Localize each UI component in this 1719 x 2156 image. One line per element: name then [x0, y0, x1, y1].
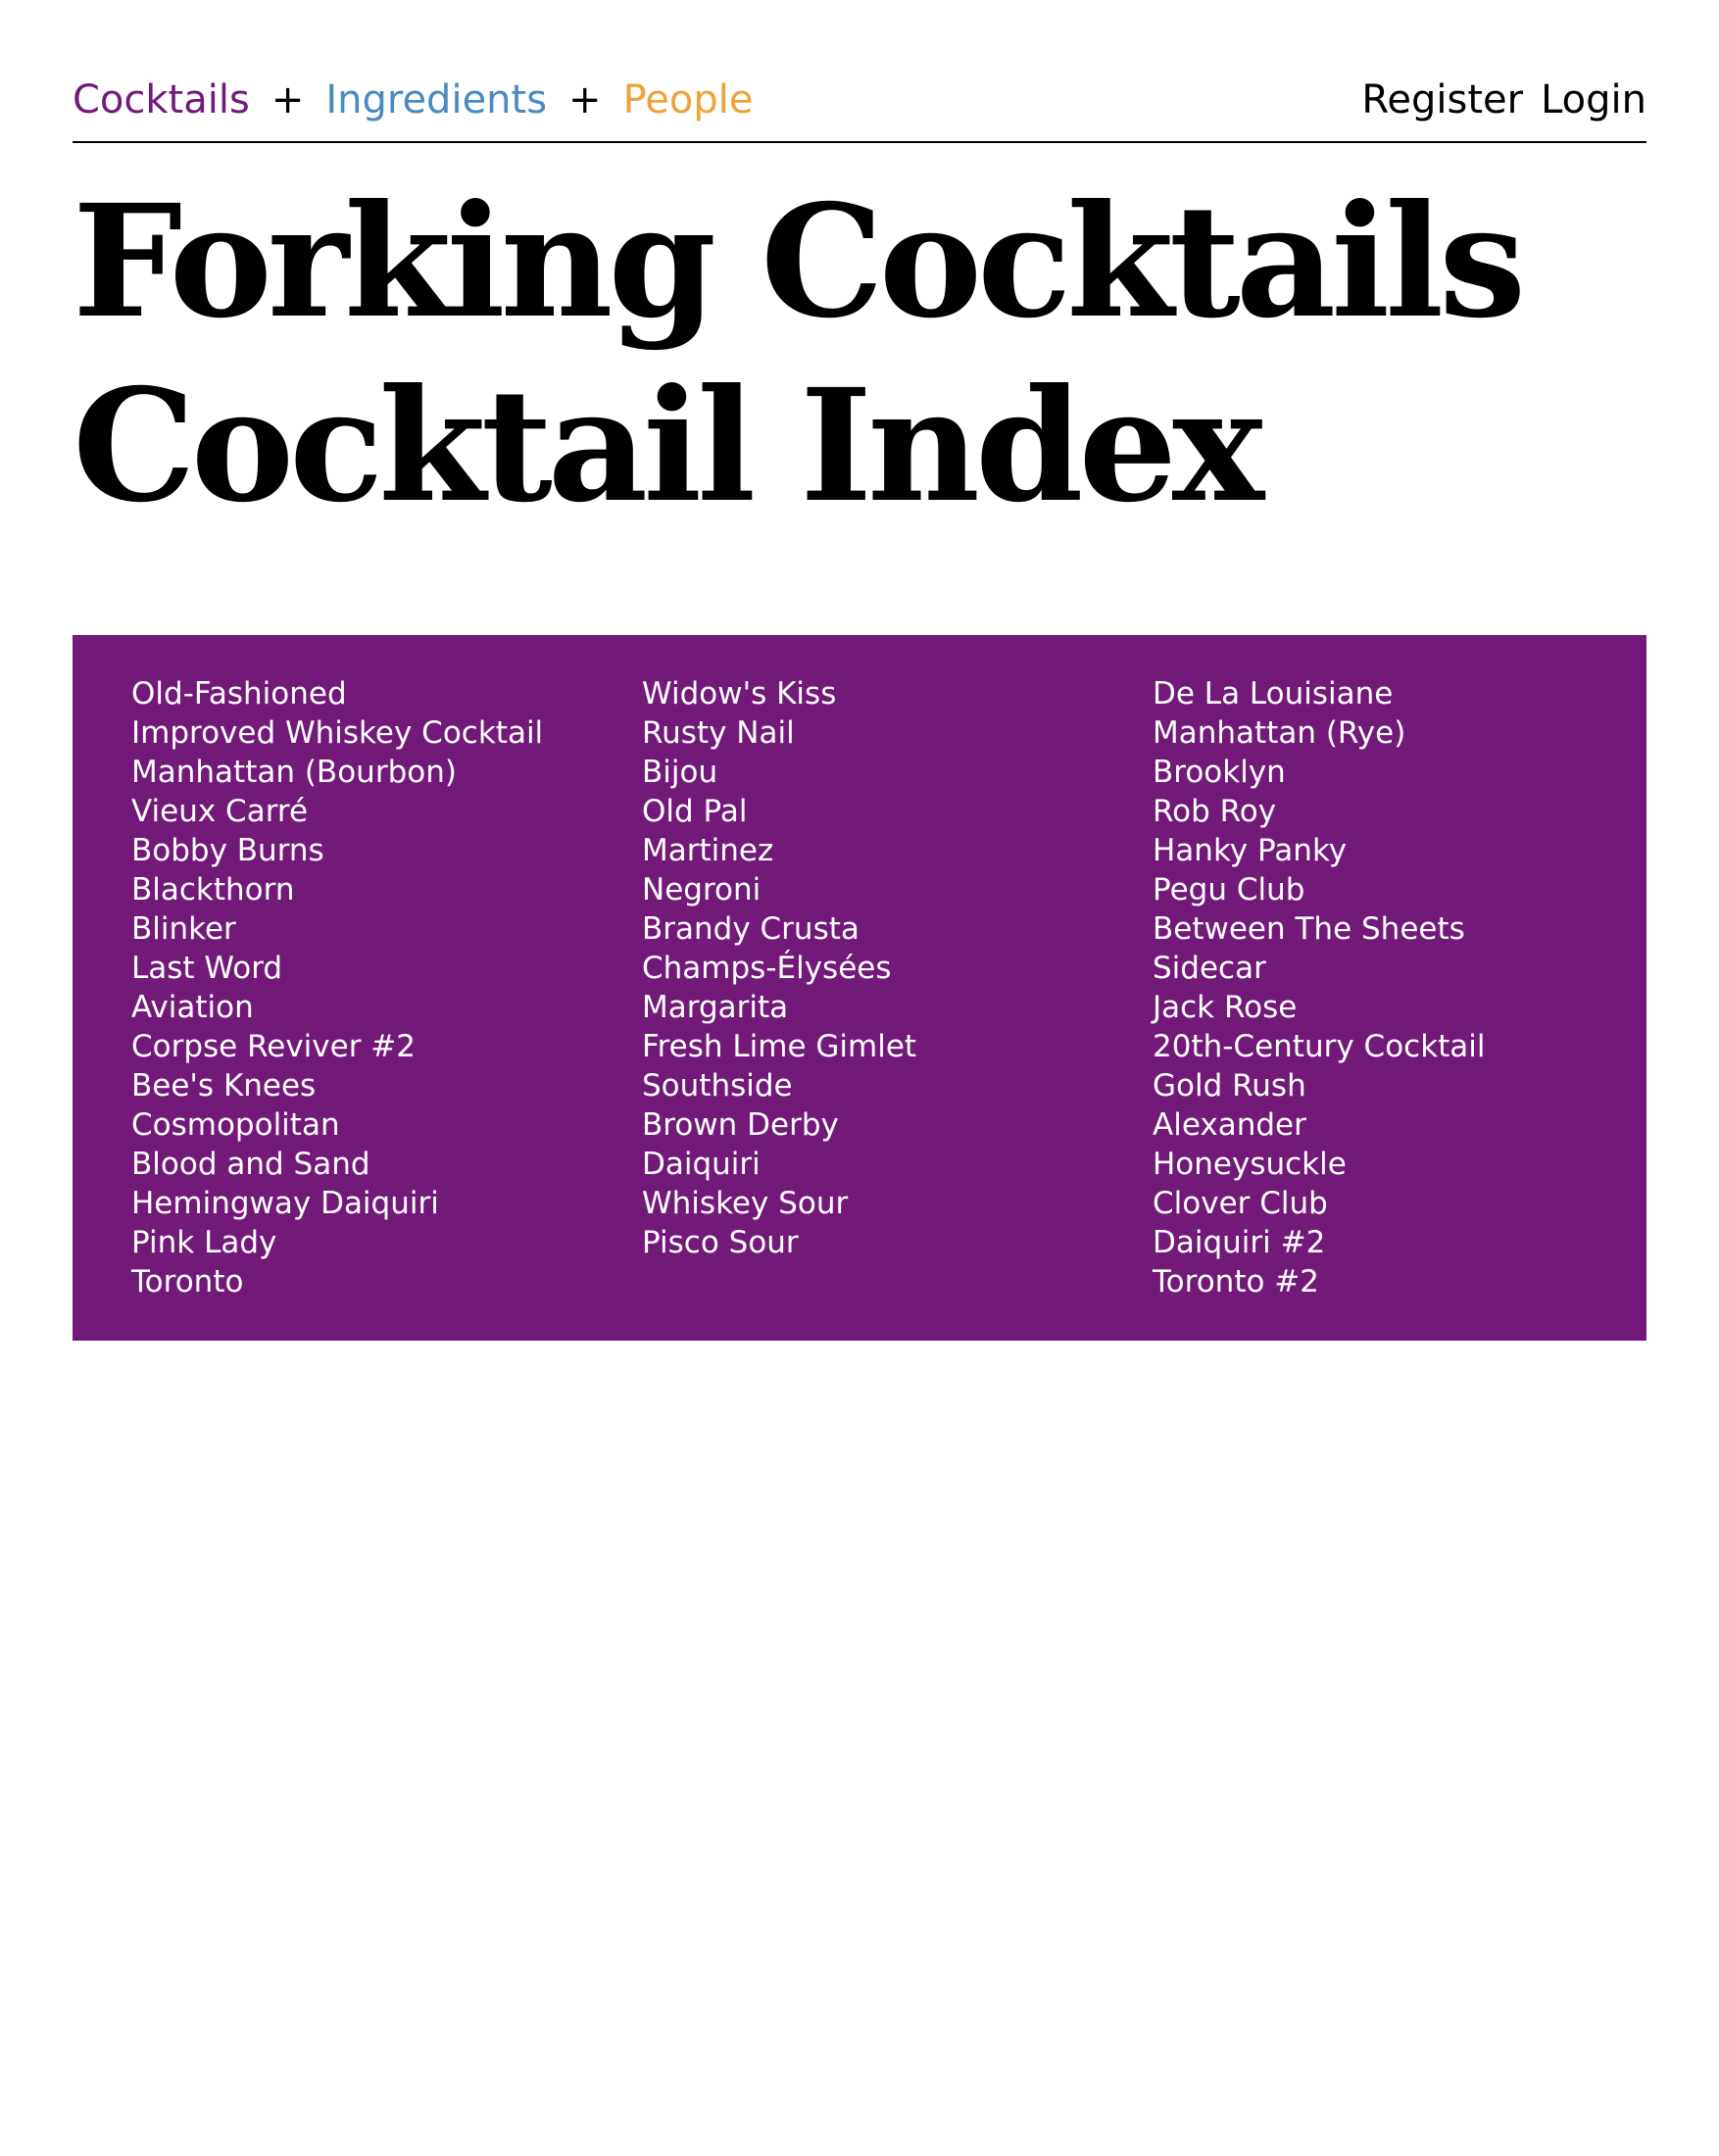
cocktail-link[interactable]: Corpse Reviver #2 — [131, 1029, 417, 1064]
cocktail-link[interactable]: Toronto #2 — [1153, 1264, 1319, 1299]
index-column-3: De La Louisiane Manhattan (Rye) Brooklyn Ro… — [1153, 674, 1663, 1341]
cocktail-link[interactable]: Fresh Lime Gimlet — [642, 1029, 917, 1064]
cocktail-link[interactable]: Brandy Crusta — [642, 911, 860, 947]
cocktail-link[interactable]: Between The Sheets — [1153, 911, 1465, 947]
cocktail-link[interactable]: Brown Derby — [642, 1107, 839, 1143]
nav-ingredients-link[interactable]: Ingredients — [325, 77, 548, 122]
page-container: Cocktails + Ingredients + People Register Log… — [73, 0, 1646, 1341]
cocktail-link[interactable]: Jack Rose — [1153, 990, 1298, 1025]
page-title: Forking Cocktails Cocktail Index — [73, 143, 1646, 539]
cocktail-link[interactable]: Widow's Kiss — [642, 676, 837, 711]
cocktail-link[interactable]: Blinker — [131, 911, 236, 947]
cocktail-link[interactable]: Manhattan (Rye) — [1153, 715, 1406, 751]
cocktail-link[interactable]: Bee's Knees — [131, 1068, 317, 1103]
cocktail-link[interactable]: Margarita — [642, 990, 789, 1025]
nav-people-link[interactable]: People — [622, 77, 754, 122]
section-nav: Cocktails + Ingredients + People — [73, 74, 753, 125]
cocktail-link[interactable]: Rusty Nail — [642, 715, 795, 751]
cocktail-link[interactable]: Pegu Club — [1153, 872, 1305, 907]
cocktail-link[interactable]: Honeysuckle — [1153, 1147, 1347, 1182]
cocktail-link[interactable]: Old Pal — [642, 794, 748, 829]
page-title-line-1: Forking Cocktails — [73, 172, 1526, 353]
cocktail-link[interactable]: Brooklyn — [1153, 755, 1286, 790]
cocktail-link[interactable]: Toronto — [131, 1264, 244, 1299]
cocktail-link[interactable]: Gold Rush — [1153, 1068, 1306, 1103]
index-column-2: Widow's Kiss Rusty Nail Bijou Old Pal Martin… — [642, 674, 1153, 1341]
cocktail-link[interactable]: Last Word — [131, 951, 283, 986]
cocktail-link[interactable]: Improved Whiskey Cocktail — [131, 715, 544, 751]
cocktail-link[interactable]: Sidecar — [1153, 951, 1266, 986]
cocktail-link[interactable]: Aviation — [131, 990, 254, 1025]
cocktail-link[interactable]: De La Louisiane — [1153, 676, 1394, 711]
cocktail-link[interactable]: Bobby Burns — [131, 833, 324, 868]
cocktail-link[interactable]: Hanky Panky — [1153, 833, 1348, 868]
cocktail-link[interactable]: Cosmopolitan — [131, 1107, 340, 1143]
cocktail-link[interactable]: Hemingway Daiquiri — [131, 1186, 439, 1221]
cocktail-link[interactable]: Alexander — [1153, 1107, 1306, 1143]
cocktail-link[interactable]: Champs-Élysées — [642, 951, 892, 986]
cocktail-link[interactable]: Rob Roy — [1153, 794, 1277, 829]
cocktail-link[interactable]: Martinez — [642, 833, 774, 868]
cocktail-link[interactable]: Pink Lady — [131, 1225, 277, 1260]
nav-separator: + — [568, 77, 602, 122]
register-link[interactable]: Register — [1361, 77, 1524, 122]
cocktail-link[interactable]: Daiquiri — [642, 1147, 761, 1182]
cocktail-link[interactable]: Pisco Sour — [642, 1225, 799, 1260]
cocktail-index-panel: Old-Fashioned Improved Whiskey Cocktail Ma… — [73, 635, 1646, 1341]
login-link[interactable]: Login — [1541, 77, 1646, 122]
index-column-1: Old-Fashioned Improved Whiskey Cocktail Ma… — [131, 674, 642, 1341]
page-title-line-2: Cocktail Index — [73, 356, 1264, 537]
cocktail-link[interactable]: Whiskey Sour — [642, 1186, 849, 1221]
cocktail-link[interactable]: Southside — [642, 1068, 793, 1103]
nav-separator: + — [270, 77, 305, 122]
cocktail-link[interactable]: Vieux Carré — [131, 794, 309, 829]
cocktail-link[interactable]: Blood and Sand — [131, 1147, 370, 1182]
cocktail-link[interactable]: Manhattan (Bourbon) — [131, 755, 457, 790]
cocktail-link[interactable]: Blackthorn — [131, 872, 295, 907]
cocktail-link[interactable]: Clover Club — [1153, 1186, 1328, 1221]
cocktail-link[interactable]: Negroni — [642, 872, 761, 907]
cocktail-link[interactable]: Bijou — [642, 755, 718, 790]
nav-cocktails-link[interactable]: Cocktails — [73, 77, 250, 122]
cocktail-link[interactable]: 20th-Century Cocktail — [1153, 1029, 1486, 1064]
cocktail-link[interactable]: Daiquiri #2 — [1153, 1225, 1326, 1260]
account-nav: Register Login — [1344, 74, 1646, 125]
top-navigation: Cocktails + Ingredients + People Register Log… — [73, 0, 1646, 143]
cocktail-link[interactable]: Old-Fashioned — [131, 676, 347, 711]
